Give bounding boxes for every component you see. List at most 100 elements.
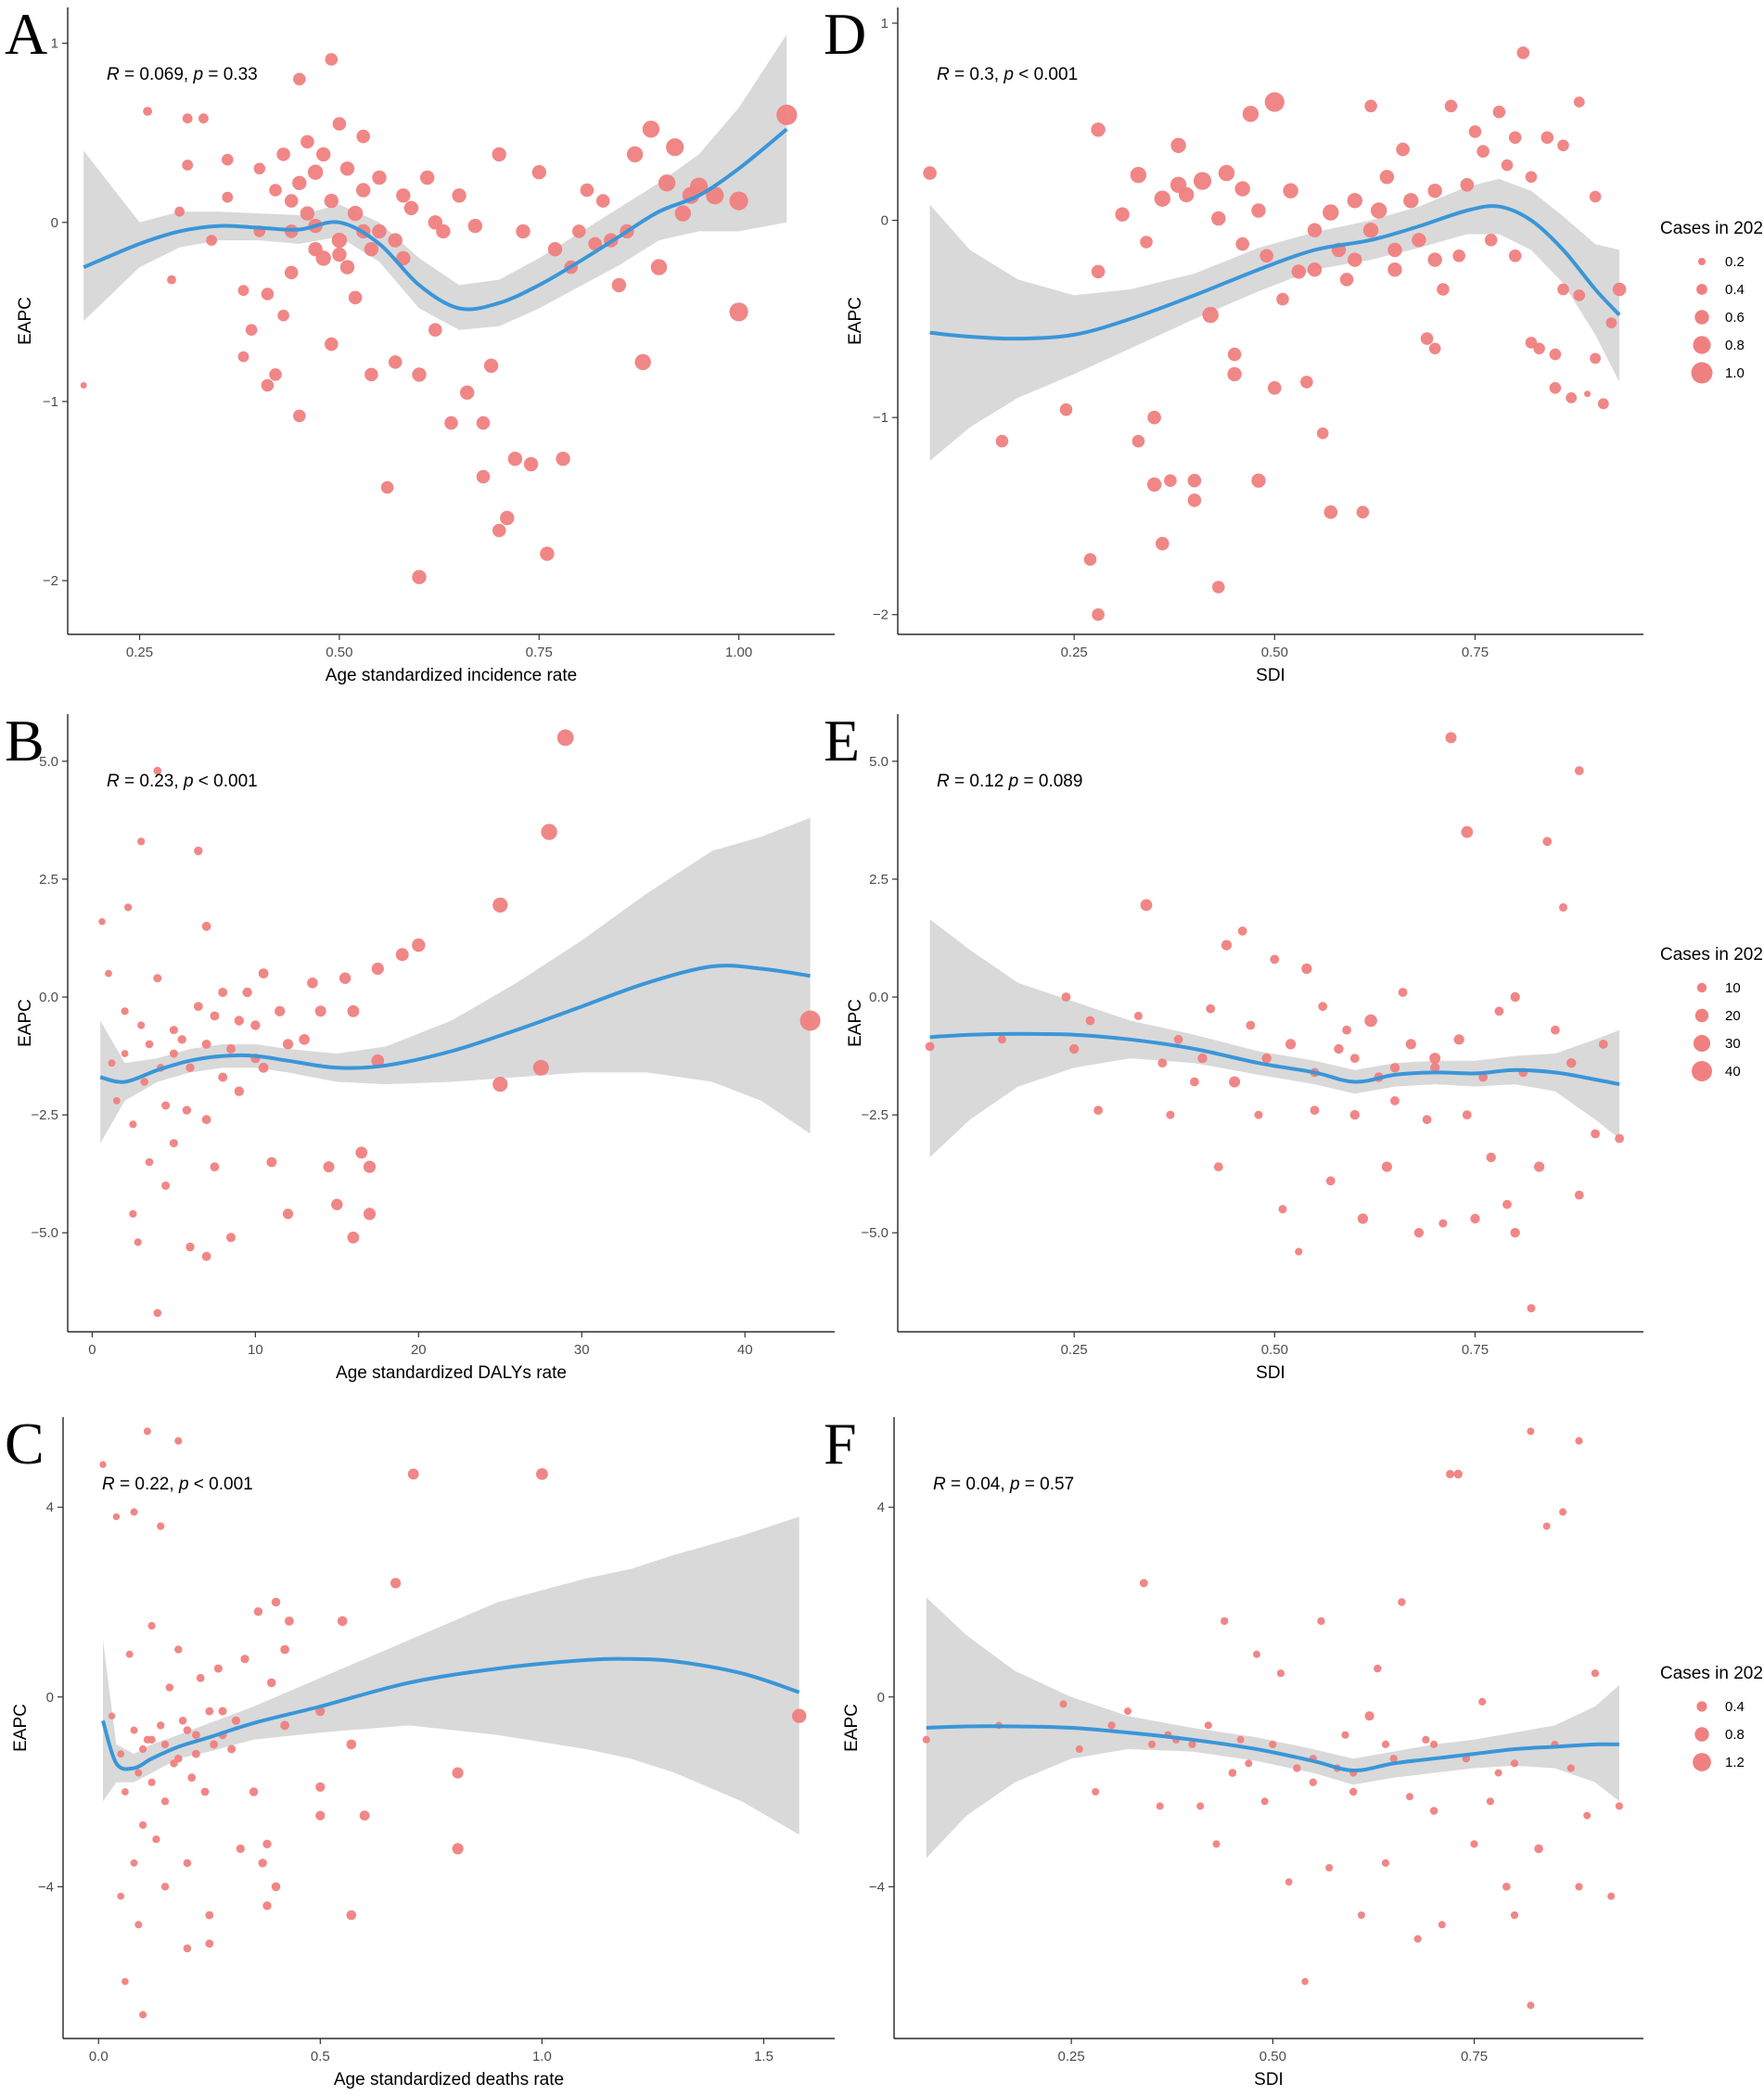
data-point [1422, 1115, 1432, 1125]
data-point [995, 434, 1009, 448]
correlation-annotation: R = 0.12 p = 0.089 [937, 772, 1082, 791]
data-point [258, 968, 269, 978]
data-point [388, 355, 403, 369]
data-point [218, 1072, 228, 1082]
data-point [1575, 1437, 1583, 1445]
data-point [1478, 1697, 1487, 1706]
data-point [1398, 988, 1408, 997]
data-point [536, 1468, 548, 1480]
data-point [182, 113, 193, 124]
data-point [277, 309, 289, 322]
data-point [99, 1461, 107, 1468]
data-point [1341, 1731, 1349, 1739]
data-point [324, 193, 339, 209]
data-point [1146, 477, 1162, 492]
data-point [1218, 164, 1235, 182]
data-point [205, 1911, 214, 1920]
data-point [1527, 2001, 1535, 2010]
data-point [1510, 1228, 1520, 1238]
data-point [1549, 348, 1562, 361]
data-point [183, 1859, 192, 1868]
data-point [157, 1522, 165, 1530]
data-point [729, 191, 748, 211]
data-point [139, 2011, 147, 2019]
data-point [198, 113, 209, 124]
x-tick-label: 20 [411, 1342, 427, 1358]
correlation-annotation: R = 0.23, p < 0.001 [107, 772, 258, 791]
data-point [332, 247, 347, 262]
data-point [1083, 553, 1097, 566]
data-point [1264, 92, 1285, 112]
data-point [1075, 1745, 1083, 1753]
data-point [1187, 473, 1202, 488]
x-tick-label: 0.25 [1058, 2049, 1085, 2064]
x-tick-label: 40 [737, 1342, 753, 1358]
data-point [192, 1731, 200, 1740]
smooth-line [99, 964, 811, 1084]
y-tick-label: 0 [51, 215, 58, 231]
y-tick-label: −1 [43, 394, 58, 410]
data-point [147, 1621, 156, 1630]
panel-E: E 0.25 0.50 0.75 −5.0 −2.5 0.0 2.5 5.0 SDI EAPC R =… [824, 708, 1764, 1383]
data-point [923, 166, 937, 180]
data-point [1406, 1793, 1413, 1801]
data-point [1476, 145, 1489, 158]
data-point [1196, 1802, 1205, 1810]
data-point [1156, 536, 1170, 551]
x-tick-label: 0.50 [326, 645, 352, 660]
data-point [339, 161, 355, 176]
data-point [1229, 1076, 1241, 1088]
data-point [1615, 1802, 1623, 1810]
data-point [145, 1040, 154, 1049]
x-tick-label: 0.50 [1261, 1342, 1288, 1358]
data-point [134, 1921, 143, 1929]
data-point [347, 205, 364, 222]
data-point [130, 1859, 138, 1867]
y-axis-title: EAPC [842, 1704, 862, 1752]
legend-title: Cases in 2021 [1660, 945, 1764, 965]
data-point [658, 174, 676, 192]
size-legend: Cases in 2021 10 20 30 40 [1660, 945, 1764, 1081]
data-point [280, 1644, 289, 1655]
data-point [1362, 223, 1379, 238]
data-point [452, 1767, 464, 1779]
data-point [339, 972, 352, 984]
annotation-part: < 0.001 [1014, 65, 1078, 84]
data-point [1470, 1840, 1478, 1848]
data-point [167, 275, 176, 285]
data-point [1357, 1213, 1368, 1224]
data-point [161, 1101, 171, 1110]
data-point [547, 242, 563, 257]
data-point [1438, 1219, 1448, 1228]
annotation-part: = 0.33 [203, 65, 258, 84]
data-point [396, 250, 411, 266]
data-point [1494, 1006, 1504, 1016]
annotation-part: R [107, 772, 120, 791]
data-point [1574, 766, 1584, 775]
data-point [347, 1004, 360, 1017]
data-point [467, 218, 482, 234]
legend-key [1696, 284, 1707, 295]
data-point [1307, 223, 1323, 237]
data-point [1551, 1025, 1560, 1035]
y-tick-label: 0 [881, 213, 888, 229]
data-point [174, 1437, 183, 1445]
data-point [1542, 837, 1553, 847]
data-point [183, 1944, 192, 1953]
data-point [1157, 1058, 1168, 1068]
data-point [1246, 1020, 1256, 1030]
data-point [792, 1708, 807, 1723]
data-point [1589, 190, 1602, 203]
data-point [1164, 474, 1177, 487]
data-point [1502, 1883, 1511, 1891]
data-point [316, 147, 331, 162]
annotation-part: R [933, 1475, 946, 1494]
data-point [185, 1063, 195, 1073]
data-point [1597, 398, 1609, 410]
data-point [1446, 1469, 1454, 1478]
data-point [1235, 236, 1249, 251]
data-point [396, 188, 411, 203]
data-point [363, 1208, 377, 1221]
legend-key [1696, 982, 1707, 993]
